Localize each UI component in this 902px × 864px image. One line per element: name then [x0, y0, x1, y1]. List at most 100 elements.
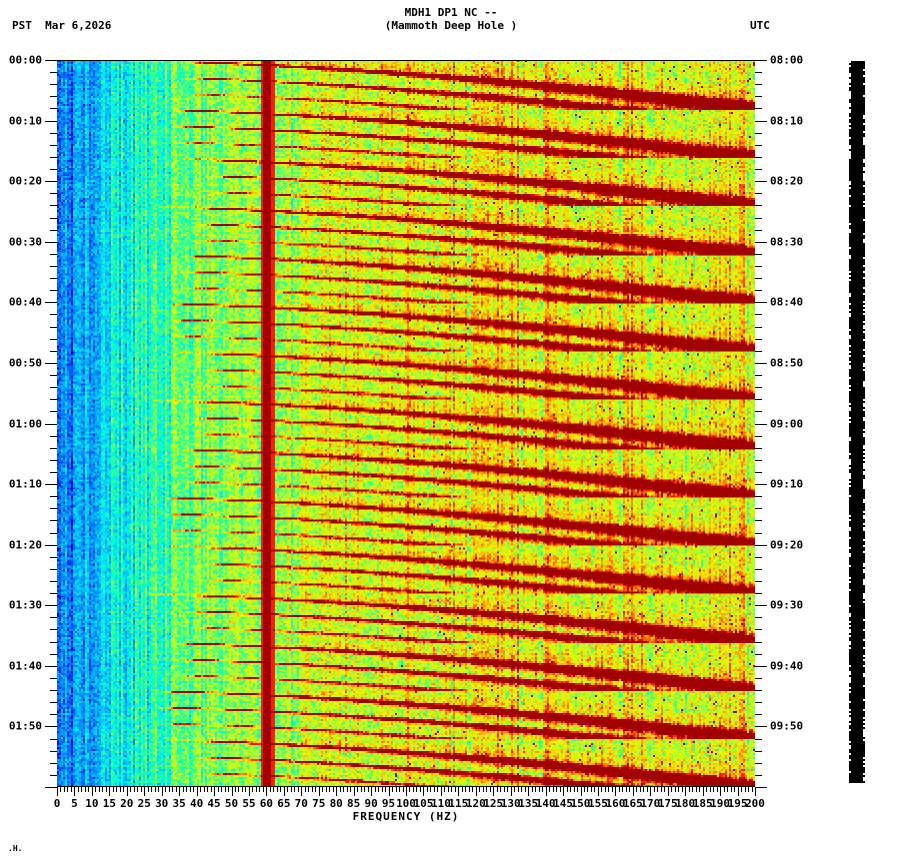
time-tick-minor [50, 314, 57, 316]
time-tick-major [755, 423, 767, 425]
freq-tick-minor [709, 787, 711, 792]
time-tick-minor [755, 278, 762, 280]
freq-tick-major [755, 787, 756, 796]
freq-tick-minor [329, 787, 331, 792]
time-tick-minor [755, 435, 762, 437]
saturation-strip [849, 61, 865, 783]
time-tick-minor [755, 496, 762, 498]
freq-tick-minor [322, 787, 324, 792]
freq-tick-minor [611, 787, 613, 792]
time-tick-minor [50, 581, 57, 583]
time-tick-minor [50, 108, 57, 110]
time-axis-tick-label: 08:30 [770, 235, 804, 249]
freq-tick-minor [486, 787, 488, 792]
freq-tick-minor [734, 787, 736, 792]
time-tick-major [45, 60, 57, 61]
time-tick-minor [755, 314, 762, 316]
freq-tick-minor [535, 787, 537, 792]
freq-tick-minor [594, 787, 596, 792]
time-tick-minor [50, 471, 57, 473]
freq-tick-minor [238, 787, 240, 792]
freq-axis-tick-label: 40 [189, 797, 204, 810]
time-tick-minor [50, 593, 57, 595]
time-tick-minor [50, 350, 57, 352]
freq-axis-tick-label: 5 [71, 797, 78, 810]
freq-tick-minor [343, 787, 345, 792]
time-tick-minor [50, 617, 57, 619]
freq-tick-minor [559, 787, 561, 792]
time-tick-minor [50, 265, 57, 267]
freq-tick-major [266, 787, 268, 796]
freq-tick-minor [517, 787, 519, 792]
freq-tick-minor [583, 787, 585, 792]
freq-tick-minor [234, 787, 236, 792]
freq-tick-minor [175, 787, 177, 792]
freq-tick-minor [472, 787, 474, 792]
freq-tick-minor [465, 787, 467, 792]
freq-tick-minor [604, 787, 606, 792]
freq-axis-tick-label: 165 [622, 797, 643, 810]
freq-tick-minor [566, 787, 568, 792]
time-tick-minor [755, 629, 762, 631]
freq-axis-tick-label: 100 [396, 797, 416, 810]
freq-tick-minor [395, 787, 397, 792]
freq-tick-major [353, 787, 355, 796]
freq-tick-minor [625, 787, 627, 792]
freq-tick-major [475, 787, 477, 796]
freq-axis-tick-label: 115 [448, 797, 469, 810]
time-tick-major [45, 484, 57, 486]
freq-tick-minor [137, 787, 139, 792]
freq-tick-major [650, 787, 652, 796]
time-tick-minor [755, 738, 762, 740]
freq-tick-minor [500, 787, 502, 792]
freq-axis-tick-label: 140 [535, 797, 556, 810]
freq-tick-minor [587, 787, 589, 792]
freq-axis-tick-label: 25 [137, 797, 151, 810]
freq-tick-minor [252, 787, 254, 792]
freq-tick-minor [556, 787, 558, 792]
time-axis-utc: 08:00 08:10 08:20 08:30 08:40 08:50 09:00 09:10… [755, 54, 902, 788]
freq-tick-minor [228, 787, 229, 792]
time-tick-major [45, 423, 57, 425]
time-tick-major [755, 484, 767, 486]
time-tick-minor [50, 278, 57, 280]
freq-tick-major [179, 787, 181, 796]
spectrogram-plot[interactable] [57, 60, 755, 787]
freq-tick-minor [688, 787, 690, 792]
freq-tick-minor [622, 787, 624, 792]
time-tick-minor [755, 774, 762, 776]
time-axis-tick-label: 01:20 [8, 538, 42, 552]
freq-tick-minor [276, 787, 278, 792]
freq-tick-major [440, 787, 442, 796]
freq-tick-minor [224, 787, 226, 792]
freq-tick-major [144, 787, 146, 796]
time-tick-major [45, 665, 57, 667]
freq-tick-minor [695, 787, 697, 792]
time-tick-major [45, 544, 57, 546]
time-axis-tick-label: 09:50 [770, 719, 804, 733]
freq-tick-major [74, 787, 76, 796]
freq-tick-minor [200, 787, 202, 792]
time-tick-minor [755, 641, 762, 643]
freq-tick-minor [402, 787, 404, 792]
time-axis-tick-label: 00:10 [8, 114, 42, 128]
freq-tick-major [406, 787, 407, 796]
freq-tick-major [423, 787, 425, 796]
time-axis-tick-label: 00:40 [8, 295, 42, 309]
freq-tick-minor [549, 787, 551, 792]
freq-tick-minor [671, 787, 673, 792]
freq-tick-minor [259, 787, 261, 792]
freq-tick-minor [297, 787, 299, 792]
freq-tick-minor [60, 787, 62, 792]
time-tick-minor [50, 459, 57, 461]
freq-tick-minor [664, 787, 666, 792]
freq-tick-minor [744, 787, 746, 792]
freq-tick-minor [468, 787, 470, 792]
time-tick-minor [50, 399, 57, 401]
time-tick-minor [755, 447, 762, 449]
freq-tick-major [91, 787, 93, 796]
time-tick-minor [50, 387, 57, 389]
freq-tick-minor [608, 787, 610, 792]
time-tick-minor [50, 253, 57, 255]
freq-tick-minor [308, 787, 310, 792]
